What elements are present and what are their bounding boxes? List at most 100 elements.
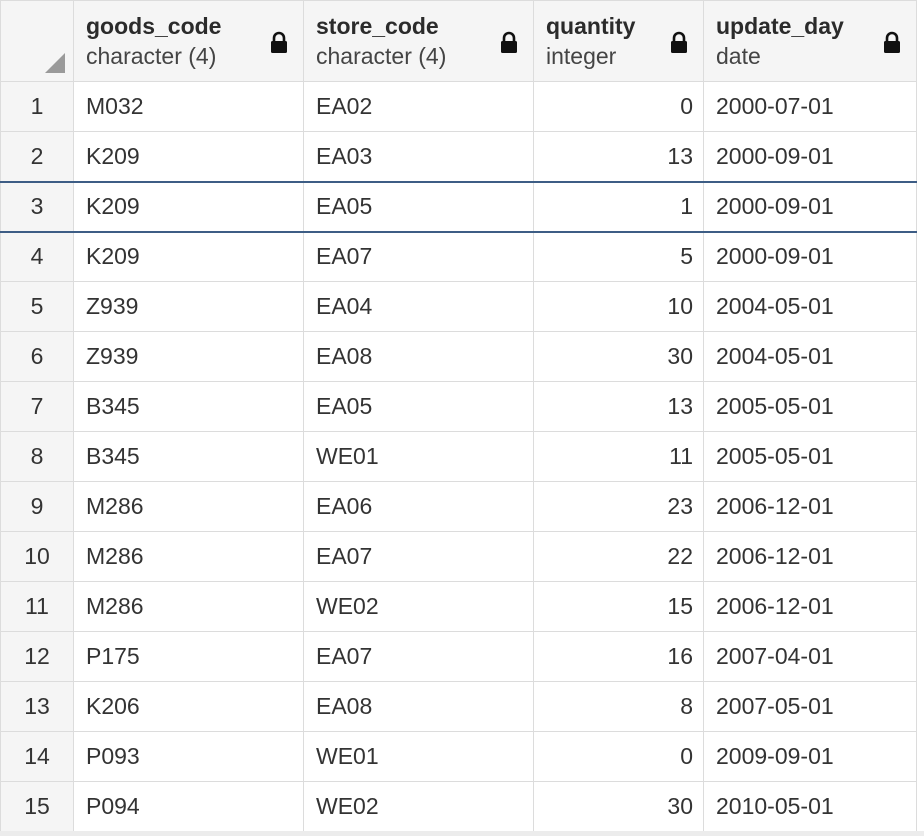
table-row[interactable]: 11 M286 WE02 15 2006-12-01 <box>0 581 917 632</box>
table-row[interactable]: 8 B345 WE01 11 2005-05-01 <box>0 431 917 482</box>
table-row[interactable]: 13 K206 EA08 8 2007-05-01 <box>0 681 917 732</box>
cell-update-day[interactable]: 2009-09-01 <box>703 731 917 782</box>
row-number[interactable]: 12 <box>0 631 74 682</box>
cell-goods-code[interactable]: K209 <box>73 180 304 233</box>
cell-update-day[interactable]: 2004-05-01 <box>703 281 917 332</box>
cell-quantity[interactable]: 5 <box>533 231 704 282</box>
cell-quantity[interactable]: 22 <box>533 531 704 582</box>
cell-goods-code[interactable]: B345 <box>73 431 304 482</box>
cell-quantity[interactable]: 13 <box>533 131 704 182</box>
table-row[interactable]: 4 K209 EA07 5 2000-09-01 <box>0 231 917 282</box>
cell-quantity[interactable]: 30 <box>533 331 704 382</box>
cell-quantity[interactable]: 0 <box>533 81 704 132</box>
select-all-corner[interactable] <box>0 0 74 82</box>
row-number[interactable]: 1 <box>0 81 74 132</box>
cell-goods-code[interactable]: P093 <box>73 731 304 782</box>
cell-update-day[interactable]: 2007-05-01 <box>703 681 917 732</box>
cell-goods-code[interactable]: K209 <box>73 131 304 182</box>
cell-goods-code[interactable]: K209 <box>73 231 304 282</box>
row-number[interactable]: 2 <box>0 131 74 182</box>
cell-update-day[interactable]: 2006-12-01 <box>703 531 917 582</box>
cell-goods-code[interactable]: Z939 <box>73 331 304 382</box>
cell-update-day[interactable]: 2005-05-01 <box>703 381 917 432</box>
cell-goods-code[interactable]: B345 <box>73 381 304 432</box>
row-number[interactable]: 14 <box>0 731 74 782</box>
cell-goods-code[interactable]: P175 <box>73 631 304 682</box>
table-row[interactable]: 9 M286 EA06 23 2006-12-01 <box>0 481 917 532</box>
row-number[interactable]: 8 <box>0 431 74 482</box>
cell-quantity[interactable]: 23 <box>533 481 704 532</box>
column-name: goods_code <box>86 13 222 39</box>
cell-store-code[interactable]: EA02 <box>303 81 534 132</box>
row-number[interactable]: 9 <box>0 481 74 532</box>
cell-goods-code[interactable]: M286 <box>73 531 304 582</box>
cell-store-code[interactable]: EA08 <box>303 681 534 732</box>
cell-update-day[interactable]: 2004-05-01 <box>703 331 917 382</box>
row-number[interactable]: 10 <box>0 531 74 582</box>
row-number[interactable]: 3 <box>0 180 74 233</box>
cell-quantity[interactable]: 11 <box>533 431 704 482</box>
column-name: quantity <box>546 13 636 39</box>
cell-update-day[interactable]: 2000-09-01 <box>703 231 917 282</box>
cell-goods-code[interactable]: M286 <box>73 481 304 532</box>
cell-store-code[interactable]: WE02 <box>303 781 534 832</box>
row-number[interactable]: 13 <box>0 681 74 732</box>
cell-goods-code[interactable]: P094 <box>73 781 304 832</box>
table-row[interactable]: 12 P175 EA07 16 2007-04-01 <box>0 631 917 682</box>
cell-store-code[interactable]: EA06 <box>303 481 534 532</box>
cell-store-code[interactable]: WE01 <box>303 431 534 482</box>
row-number[interactable]: 4 <box>0 231 74 282</box>
cell-quantity[interactable]: 8 <box>533 681 704 732</box>
cell-quantity[interactable]: 16 <box>533 631 704 682</box>
cell-update-day[interactable]: 2000-07-01 <box>703 81 917 132</box>
cell-update-day[interactable]: 2006-12-01 <box>703 581 917 632</box>
row-number[interactable]: 6 <box>0 331 74 382</box>
column-header-store-code[interactable]: store_code character (4) <box>303 0 534 82</box>
cell-quantity[interactable]: 10 <box>533 281 704 332</box>
horizontal-scrollbar-track[interactable] <box>0 831 924 836</box>
cell-update-day[interactable]: 2000-09-01 <box>703 131 917 182</box>
cell-store-code[interactable]: EA03 <box>303 131 534 182</box>
cell-store-code[interactable]: EA05 <box>303 381 534 432</box>
row-number[interactable]: 7 <box>0 381 74 432</box>
table-row[interactable]: 1 M032 EA02 0 2000-07-01 <box>0 81 917 132</box>
cell-quantity[interactable]: 1 <box>533 180 704 233</box>
cell-quantity[interactable]: 0 <box>533 731 704 782</box>
table-row[interactable]: 7 B345 EA05 13 2005-05-01 <box>0 381 917 432</box>
cell-update-day[interactable]: 2000-09-01 <box>703 180 917 233</box>
table-row[interactable]: 3 K209 EA05 1 2000-09-01 <box>0 180 917 233</box>
row-number[interactable]: 11 <box>0 581 74 632</box>
row-number[interactable]: 15 <box>0 781 74 832</box>
cell-store-code[interactable]: EA07 <box>303 231 534 282</box>
column-header-goods-code[interactable]: goods_code character (4) <box>73 0 304 82</box>
cell-update-day[interactable]: 2005-05-01 <box>703 431 917 482</box>
cell-goods-code[interactable]: Z939 <box>73 281 304 332</box>
cell-store-code[interactable]: WE01 <box>303 731 534 782</box>
cell-goods-code[interactable]: K206 <box>73 681 304 732</box>
row-number[interactable]: 5 <box>0 281 74 332</box>
table-row[interactable]: 14 P093 WE01 0 2009-09-01 <box>0 731 917 782</box>
cell-store-code[interactable]: EA05 <box>303 180 534 233</box>
cell-quantity[interactable]: 30 <box>533 781 704 832</box>
table-row[interactable]: 5 Z939 EA04 10 2004-05-01 <box>0 281 917 332</box>
cell-goods-code[interactable]: M032 <box>73 81 304 132</box>
cell-store-code[interactable]: WE02 <box>303 581 534 632</box>
lock-icon <box>271 31 287 53</box>
cell-update-day[interactable]: 2010-05-01 <box>703 781 917 832</box>
table-row[interactable]: 15 P094 WE02 30 2010-05-01 <box>0 781 917 832</box>
cell-store-code[interactable]: EA07 <box>303 531 534 582</box>
cell-store-code[interactable]: EA04 <box>303 281 534 332</box>
column-header-update-day[interactable]: update_day date <box>703 0 917 82</box>
cell-quantity[interactable]: 13 <box>533 381 704 432</box>
cell-update-day[interactable]: 2007-04-01 <box>703 631 917 682</box>
table-row[interactable]: 2 K209 EA03 13 2000-09-01 <box>0 131 917 182</box>
cell-store-code[interactable]: EA08 <box>303 331 534 382</box>
table-row[interactable]: 10 M286 EA07 22 2006-12-01 <box>0 531 917 582</box>
cell-quantity[interactable]: 15 <box>533 581 704 632</box>
column-header-quantity[interactable]: quantity integer <box>533 0 704 82</box>
table-row[interactable]: 6 Z939 EA08 30 2004-05-01 <box>0 331 917 382</box>
cell-goods-code[interactable]: M286 <box>73 581 304 632</box>
cell-store-code[interactable]: EA07 <box>303 631 534 682</box>
cell-update-day[interactable]: 2006-12-01 <box>703 481 917 532</box>
